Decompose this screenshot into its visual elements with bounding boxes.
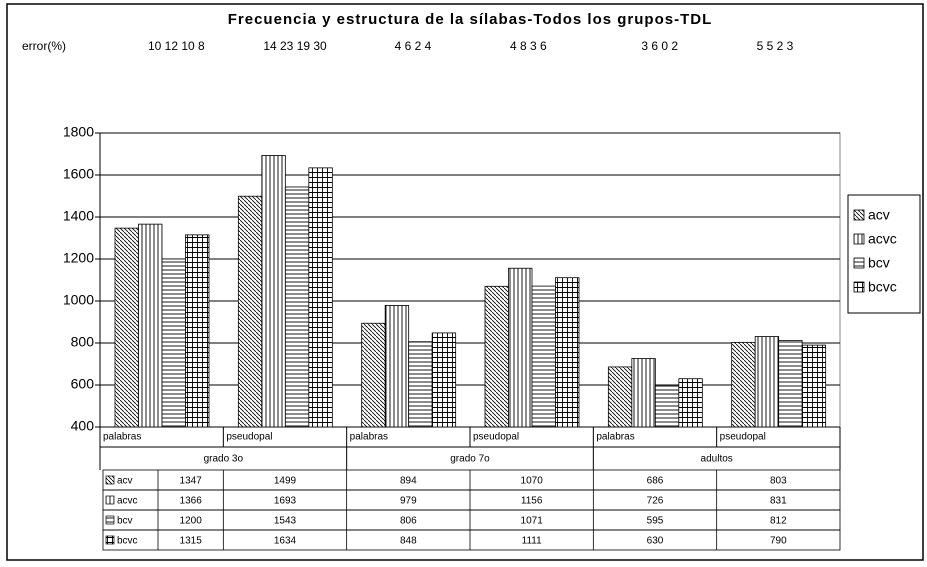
bar [185,234,210,428]
bar [607,366,633,428]
error-values: 3 6 0 2 [641,39,678,53]
legend-swatch [853,209,865,221]
error-values: 5 5 2 3 [757,39,794,53]
table-row [102,529,841,551]
bar [778,340,803,428]
table-value: 595 [647,516,664,527]
error-values: 4 6 2 4 [395,39,432,53]
y-tick-label: 1400 [63,208,94,224]
table-value: 726 [647,496,664,507]
table-value: 1634 [274,536,297,547]
legend-swatch [853,257,865,269]
bar [654,385,680,428]
table-value: 1366 [180,496,203,507]
bar [138,223,163,428]
bar [114,227,139,428]
bar [261,155,286,428]
table-key-label: acvc [117,496,138,507]
table-key-label: bcvc [117,536,138,547]
y-tick-label: 1000 [63,292,94,308]
x-tick-label: pseudopal [720,432,766,443]
table-row [102,469,841,491]
bar [284,186,310,428]
bar [531,285,556,428]
y-tick-label: 1600 [63,166,94,182]
table-key-label: acv [117,476,133,487]
bar [631,358,656,428]
bar [754,336,780,428]
bar [508,267,533,428]
table-value: 848 [400,536,417,547]
bar [384,305,410,428]
bar [484,285,509,428]
table-value: 686 [647,476,664,487]
x-tick-label: pseudopal [473,432,519,443]
y-tick-label: 600 [71,376,95,392]
table-value: 1315 [180,536,203,547]
table-value: 894 [400,476,417,487]
table-key-swatch [105,535,115,545]
table-value: 1200 [180,516,203,527]
table-value: 979 [400,496,417,507]
table-key-swatch [105,495,115,505]
legend-label: bcvc [868,279,897,295]
legend-swatch [853,281,865,293]
group-label: adultos [701,454,733,465]
legend-label: bcv [868,255,890,271]
error-label: error(%) [22,39,66,53]
bar [431,332,457,428]
x-tick-label: palabras [596,432,634,443]
bar [408,341,433,428]
bar [801,344,827,428]
chart-title: Frecuencia y estructura de la sílabas-To… [228,11,713,28]
table-value: 1499 [274,476,297,487]
bar [555,277,580,428]
y-tick-label: 800 [71,334,95,350]
x-tick-label: palabras [350,432,388,443]
table-value: 803 [770,476,787,487]
table-value: 630 [647,536,664,547]
bar [678,378,703,428]
y-tick-label: 400 [71,418,95,434]
table-value: 1347 [180,476,203,487]
legend-label: acv [868,207,890,223]
error-values: 10 12 10 8 [148,39,205,53]
table-value: 790 [770,536,787,547]
legend-label: acvc [868,231,897,247]
table-value: 831 [770,496,787,507]
table-value: 812 [770,516,787,527]
table-value: 1543 [274,516,297,527]
legend-swatch [853,233,865,245]
x-tick-label: palabras [103,432,141,443]
error-values: 14 23 19 30 [263,39,327,53]
table-value: 1071 [521,516,544,527]
bar [361,322,386,428]
table-value: 1693 [274,496,297,507]
error-values: 4 8 3 6 [510,39,547,53]
table-key-swatch [105,515,115,525]
table-key-label: bcv [117,516,133,527]
table-row [102,509,841,531]
frame [6,3,924,561]
table-value: 806 [400,516,417,527]
bar [308,167,333,428]
group-label: grado 3o [204,454,244,465]
y-tick-label: 1200 [63,250,94,266]
y-tick-label: 1800 [63,124,94,140]
table-row [102,489,841,511]
bar [731,341,756,428]
bar [237,195,263,428]
table-key-swatch [105,475,115,485]
x-tick-label: pseudopal [226,432,272,443]
bar [161,258,186,428]
table-value: 1111 [522,536,542,547]
plot-area [99,132,841,428]
table-value: 1156 [521,496,543,507]
group-label: grado 7o [450,454,490,465]
table-value: 1070 [521,476,544,487]
